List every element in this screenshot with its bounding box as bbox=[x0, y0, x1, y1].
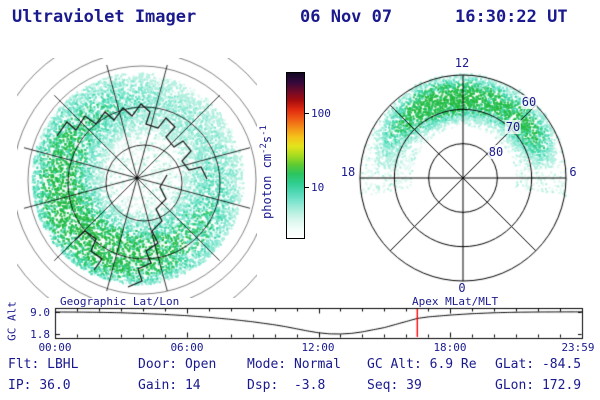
status-gc-alt: GC Alt: 6.9 Re bbox=[367, 357, 477, 372]
ytick-1-8: 1.8 bbox=[30, 328, 50, 341]
mlt-label-18: 18 bbox=[340, 165, 356, 179]
status-door: Door: Open bbox=[138, 357, 217, 372]
status-dsp: Dsp: -3.8 bbox=[247, 378, 326, 393]
colorbar-tick-100 bbox=[305, 113, 309, 114]
xtick-0000: 00:00 bbox=[38, 341, 72, 354]
status-glon: GLon: 172.9 bbox=[495, 378, 582, 393]
mlt-label-6: 6 bbox=[569, 165, 577, 179]
mlat-label-80: 80 bbox=[487, 145, 505, 159]
status-mode: Mode: Normal bbox=[247, 357, 341, 372]
apex-auroral-image bbox=[348, 63, 578, 293]
status-glat: GLat: -84.5 bbox=[495, 357, 582, 372]
status-flt: Flt: LBHL bbox=[8, 357, 79, 372]
gc-alt-timeline bbox=[0, 293, 600, 348]
colorbar-tick-label-100: 100 bbox=[311, 107, 331, 120]
colorbar-units-label: photon cm-2s-1 bbox=[259, 125, 274, 219]
geographic-auroral-image bbox=[17, 58, 257, 298]
mlat-label-60: 60 bbox=[520, 95, 538, 109]
status-ip: IP: 36.0 bbox=[8, 378, 71, 393]
colorbar-tick-10 bbox=[305, 187, 309, 188]
header-time: 16:30:22 UT bbox=[455, 7, 568, 27]
colorbar-tick-label-10: 10 bbox=[311, 181, 325, 194]
status-seq: Seq: 39 bbox=[367, 378, 422, 393]
colorbar bbox=[286, 72, 305, 239]
timeline-right-coord-label: Apex MLat/MLT bbox=[412, 295, 499, 308]
app-title: Ultraviolet Imager bbox=[12, 7, 197, 27]
mlt-label-0: 0 bbox=[458, 281, 466, 295]
xtick-1200: 12:00 bbox=[301, 341, 335, 354]
xtick-2359: 23:59 bbox=[561, 341, 595, 354]
mlat-label-70: 70 bbox=[504, 120, 522, 134]
xtick-0600: 06:00 bbox=[170, 341, 204, 354]
gc-alt-axis-label: GC Alt bbox=[5, 301, 19, 341]
status-gain: Gain: 14 bbox=[138, 378, 201, 393]
mlt-label-12: 12 bbox=[454, 56, 470, 70]
timeline-left-coord-label: Geographic Lat/Lon bbox=[60, 295, 180, 308]
header-date: 06 Nov 07 bbox=[300, 7, 393, 27]
ytick-9-0: 9.0 bbox=[30, 306, 50, 319]
xtick-1800: 18:00 bbox=[433, 341, 467, 354]
